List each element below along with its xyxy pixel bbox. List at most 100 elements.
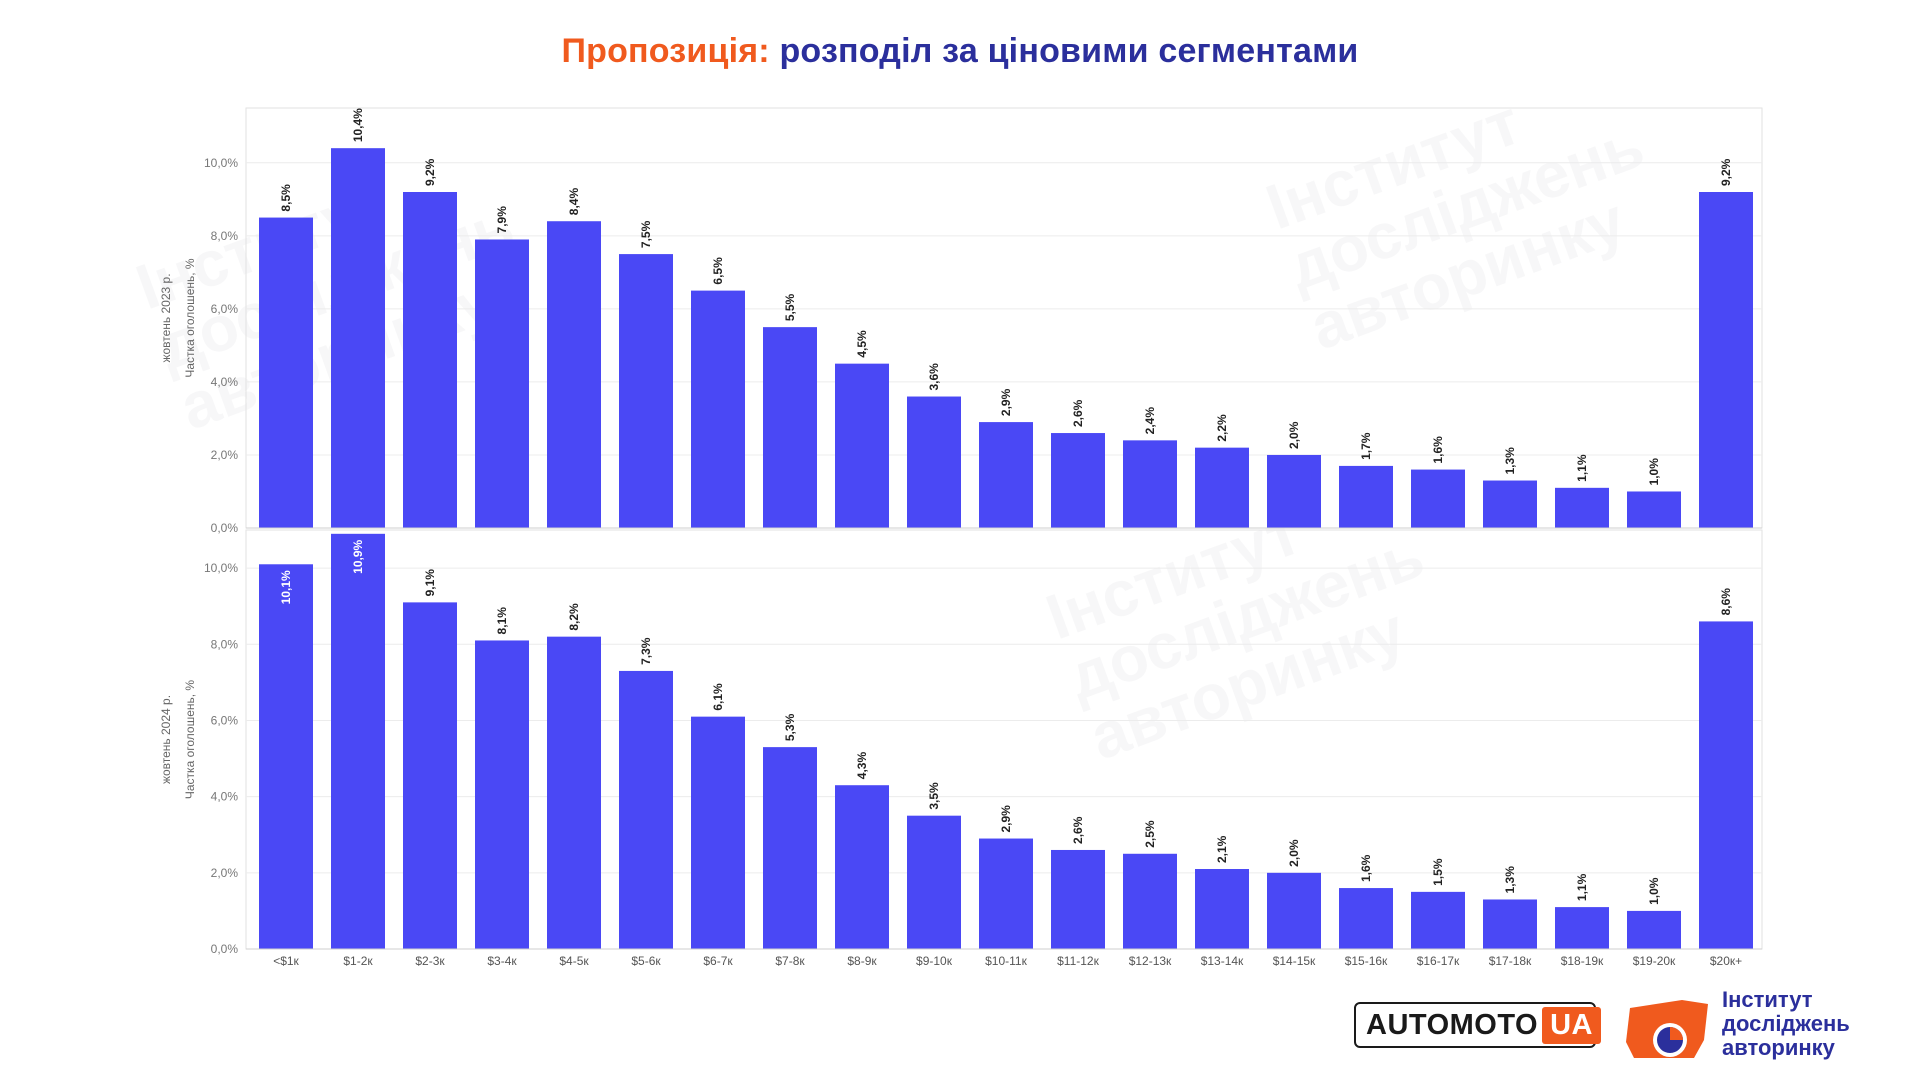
institute-logo: Інститут досліджень авторинку <box>1624 988 1904 1068</box>
bar-value-label: 7,9% <box>495 206 509 234</box>
x-tick-label: $8-9к <box>847 954 877 968</box>
bar-value-label: 1,7% <box>1359 432 1373 460</box>
bar <box>763 747 817 949</box>
institute-logo-line-1: Інститут <box>1722 987 1813 1012</box>
bar-value-label: 2,2% <box>1215 414 1229 442</box>
chart-panel-2023: 0,0% 2,0% 4,0% 6,0% 8,0% 10,0% жовтень 2023 р.… <box>159 107 1763 535</box>
x-tick-label: $12-13к <box>1129 954 1172 968</box>
bar-value-label: 2,6% <box>1071 816 1085 844</box>
bar <box>259 564 313 949</box>
bar <box>547 636 601 949</box>
title-main: розподіл за ціновими сегментами <box>769 32 1359 70</box>
bar-value-label: 2,6% <box>1071 399 1085 427</box>
y-axis-label: Частка оголошень, % <box>183 680 197 800</box>
x-tick-label: $10-11к <box>985 954 1027 968</box>
bar-value-label: 2,9% <box>999 388 1013 416</box>
bar <box>475 239 529 528</box>
x-tick-label: $20к+ <box>1710 954 1742 968</box>
bar-value-label: 2,0% <box>1287 421 1301 449</box>
bar-value-label: 8,4% <box>567 188 581 216</box>
y-axis-label-period: жовтень 2024 р. <box>159 695 173 784</box>
bar <box>1195 447 1249 528</box>
bar <box>835 363 889 528</box>
y-axis-label-period: жовтень 2023 р. <box>159 273 173 362</box>
bar-value-label: 2,0% <box>1287 839 1301 867</box>
bar <box>1483 899 1537 949</box>
bar <box>1411 469 1465 528</box>
y-tick-label: 8,0% <box>211 637 239 651</box>
bar <box>1411 891 1465 949</box>
y-tick-label: 10,0% <box>204 156 238 170</box>
bar <box>691 290 745 528</box>
bar-value-label: 3,6% <box>927 363 941 391</box>
institute-logo-line-2: досліджень <box>1722 1011 1850 1036</box>
bar <box>1627 910 1681 949</box>
bar-value-label: 2,9% <box>999 805 1013 833</box>
bar <box>979 838 1033 949</box>
bar-value-label: 6,5% <box>711 257 725 285</box>
x-tick-label: $14-15к <box>1273 954 1316 968</box>
x-tick-label: $18-19к <box>1561 954 1604 968</box>
institute-logo-line-3: авторинку <box>1722 1035 1835 1060</box>
bar-value-label: 1,0% <box>1647 877 1661 905</box>
y-tick-label: 10,0% <box>204 561 238 575</box>
bar <box>1267 872 1321 949</box>
x-tick-label: <$1к <box>273 954 299 968</box>
bar <box>259 217 313 528</box>
bar-value-label: 4,5% <box>855 330 869 358</box>
bar <box>1699 192 1753 528</box>
bar-value-label: 1,3% <box>1503 447 1517 475</box>
y-tick-label: 4,0% <box>211 790 239 804</box>
x-tick-label: $15-16к <box>1345 954 1388 968</box>
institute-logo-text: Інститут досліджень авторинку <box>1722 988 1850 1060</box>
bar-value-label: 9,2% <box>423 158 437 186</box>
bar-value-label: 7,5% <box>639 220 653 248</box>
bar <box>907 815 961 949</box>
bar <box>1051 849 1105 949</box>
bar-value-label: 1,6% <box>1431 436 1445 464</box>
bar <box>691 716 745 949</box>
y-tick-label: 0,0% <box>211 942 239 956</box>
x-tick-label: $9-10к <box>916 954 953 968</box>
y-axis-label: Частка оголошень, % <box>183 258 197 378</box>
y-tick-label: 2,0% <box>211 448 239 462</box>
bar-value-label: 1,0% <box>1647 458 1661 486</box>
page-title: Пропозиція: розподіл за ціновими сегмент… <box>0 32 1920 71</box>
bar <box>331 533 385 949</box>
bar <box>1483 480 1537 528</box>
bar <box>1627 491 1681 528</box>
bar-value-label: 10,9% <box>351 539 365 573</box>
bar-value-label: 1,3% <box>1503 866 1517 894</box>
x-tick-label: $5-6к <box>631 954 661 968</box>
bar <box>979 422 1033 528</box>
chart-panel-2024: 0,0% 2,0% 4,0% 6,0% 8,0% 10,0% жовтень 2024 р.… <box>159 529 1763 968</box>
bar-value-label: 1,6% <box>1359 854 1373 882</box>
y-tick-label: 4,0% <box>211 375 239 389</box>
bar <box>619 254 673 528</box>
bar <box>907 396 961 528</box>
y-tick-label: 6,0% <box>211 713 239 727</box>
bar-value-label: 9,1% <box>423 569 437 597</box>
bar-value-label: 8,6% <box>1719 588 1733 616</box>
x-tick-label: $13-14к <box>1201 954 1244 968</box>
bar <box>1555 907 1609 949</box>
institute-emblem-icon <box>1626 1000 1708 1058</box>
x-tick-label: $7-8к <box>775 954 805 968</box>
bar-value-label: 7,3% <box>639 637 653 665</box>
bar-value-label: 1,1% <box>1575 454 1589 482</box>
bar-value-label: 2,5% <box>1143 820 1157 848</box>
bar <box>1051 433 1105 528</box>
bar-value-label: 1,5% <box>1431 858 1445 886</box>
automoto-logo-ua: UA <box>1542 1006 1601 1044</box>
bar-value-label: 2,1% <box>1215 835 1229 863</box>
x-tick-label: $1-2к <box>343 954 373 968</box>
x-tick-label: $6-7к <box>703 954 733 968</box>
bar <box>331 148 385 528</box>
bar-value-label: 6,1% <box>711 683 725 711</box>
bar <box>1267 454 1321 528</box>
bar-value-label: 10,1% <box>279 570 293 604</box>
bar <box>1123 853 1177 949</box>
bar-value-label: 8,2% <box>567 603 581 631</box>
bar <box>619 670 673 949</box>
